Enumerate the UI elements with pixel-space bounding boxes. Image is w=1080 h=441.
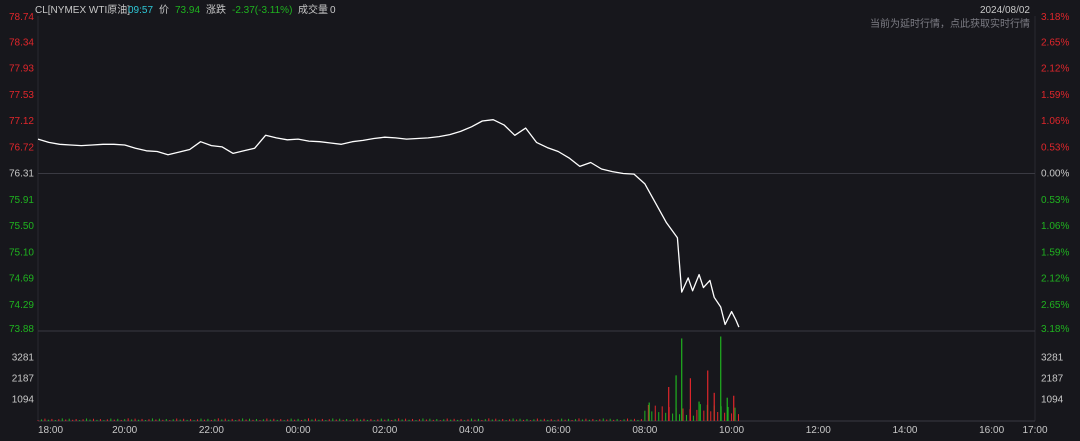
percent-tick-label: 1.06% — [1041, 116, 1069, 127]
price-tick-label: 76.72 — [9, 142, 34, 153]
trade-date: 2024/08/02 — [980, 5, 1030, 16]
time-tick-label: 02:00 — [372, 425, 397, 436]
last-price: 73.94 — [175, 5, 200, 16]
price-tick-label: 77.12 — [9, 116, 34, 127]
price-line — [37, 119, 740, 328]
price-tick-label: 73.88 — [9, 324, 34, 335]
percent-tick-label: 0.53% — [1041, 195, 1069, 206]
percent-tick-label: 0.53% — [1041, 142, 1069, 153]
price-label: 价 — [159, 4, 169, 16]
volume-tick-label: 2187 — [12, 374, 35, 385]
time-tick-label: 06:00 — [546, 425, 571, 436]
percent-tick-label: 2.65% — [1041, 300, 1069, 311]
symbol-name: CL[NYMEX WTI原油] — [35, 3, 130, 16]
time-tick-label: 00:00 — [286, 425, 311, 436]
volume-bars — [37, 336, 740, 421]
price-tick-label: 77.53 — [9, 90, 34, 101]
percent-axis: 3.18% 2.65% 2.12% 1.59% 1.06% 0.53% 0.00% 0.53%… — [1041, 12, 1069, 335]
percent-tick-label: 1.59% — [1041, 247, 1069, 258]
volume-label: 成交量 — [298, 3, 328, 16]
price-tick-label: 74.69 — [9, 274, 34, 285]
percent-tick-label: 1.59% — [1041, 90, 1069, 101]
percent-tick-label: 1.06% — [1041, 221, 1069, 232]
volume-tick-label-right: 3281 — [1041, 352, 1064, 363]
volume-tick-label: 1094 — [12, 395, 35, 406]
percent-tick-label: 3.18% — [1041, 12, 1069, 23]
delay-notice-link[interactable]: 当前为延时行情，点此获取实时行情 — [870, 17, 1030, 30]
time-tick-label: 17:00 — [1022, 425, 1047, 436]
time-tick-label: 14:00 — [892, 425, 917, 436]
time-tick-label: 20:00 — [112, 425, 137, 436]
price-axis: 78.74 78.34 77.93 77.53 77.12 76.72 76.31 75.91… — [9, 12, 34, 335]
time-tick-label: 12:00 — [806, 425, 831, 436]
percent-tick-label: 0.00% — [1041, 169, 1069, 180]
volume-tick-label-right: 2187 — [1041, 374, 1064, 385]
percent-tick-label: 2.12% — [1041, 274, 1069, 285]
price-tick-label: 75.50 — [9, 221, 34, 232]
time-axis: 18:00 20:00 22:00 00:00 02:00 04:00 06:00 08:00… — [38, 425, 1048, 436]
time-tick-label: 08:00 — [632, 425, 657, 436]
time-tick-label: 16:00 — [979, 425, 1004, 436]
change-label: 涨跌 — [206, 3, 226, 16]
percent-tick-label: 3.18% — [1041, 324, 1069, 335]
volume-tick-label: 3281 — [12, 352, 35, 363]
time-tick-label: 18:00 — [38, 425, 63, 436]
volume-axis: 3281 3281 2187 2187 1094 1094 — [12, 352, 1064, 405]
time-tick-label: 10:00 — [719, 425, 744, 436]
price-tick-label: 78.34 — [9, 37, 34, 48]
price-tick-label: 78.74 — [9, 12, 34, 23]
price-tick-label: 75.91 — [9, 195, 34, 206]
percent-tick-label: 2.12% — [1041, 64, 1069, 75]
price-tick-label: 77.93 — [9, 64, 34, 75]
time-tick-label: 04:00 — [459, 425, 484, 436]
percent-tick-label: 2.65% — [1041, 37, 1069, 48]
volume-value: 0 — [330, 5, 336, 16]
price-tick-label: 76.31 — [9, 169, 34, 180]
time-tick-label: 22:00 — [199, 425, 224, 436]
volume-tick-label-right: 1094 — [1041, 395, 1064, 406]
quote-time: 09:57 — [128, 5, 153, 16]
price-change: -2.37(-3.11%) — [232, 5, 292, 16]
price-tick-label: 74.29 — [9, 300, 34, 311]
price-tick-label: 75.10 — [9, 247, 34, 258]
